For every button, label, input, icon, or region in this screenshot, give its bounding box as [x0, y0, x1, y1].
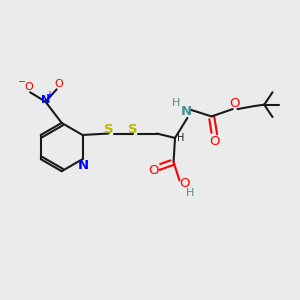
Text: O: O — [148, 164, 159, 177]
Text: −: − — [18, 77, 26, 87]
Text: H: H — [186, 188, 194, 198]
Text: O: O — [179, 177, 190, 190]
Text: N: N — [41, 95, 50, 105]
Text: O: O — [24, 82, 33, 92]
Text: S: S — [104, 123, 114, 136]
Text: H: H — [172, 98, 180, 108]
Text: S: S — [128, 123, 138, 136]
Text: O: O — [229, 97, 239, 110]
Text: O: O — [55, 79, 63, 89]
Text: H: H — [177, 133, 184, 143]
Text: O: O — [209, 135, 220, 148]
Text: N: N — [78, 159, 89, 172]
Text: N: N — [180, 105, 191, 118]
Text: +: + — [45, 90, 53, 100]
